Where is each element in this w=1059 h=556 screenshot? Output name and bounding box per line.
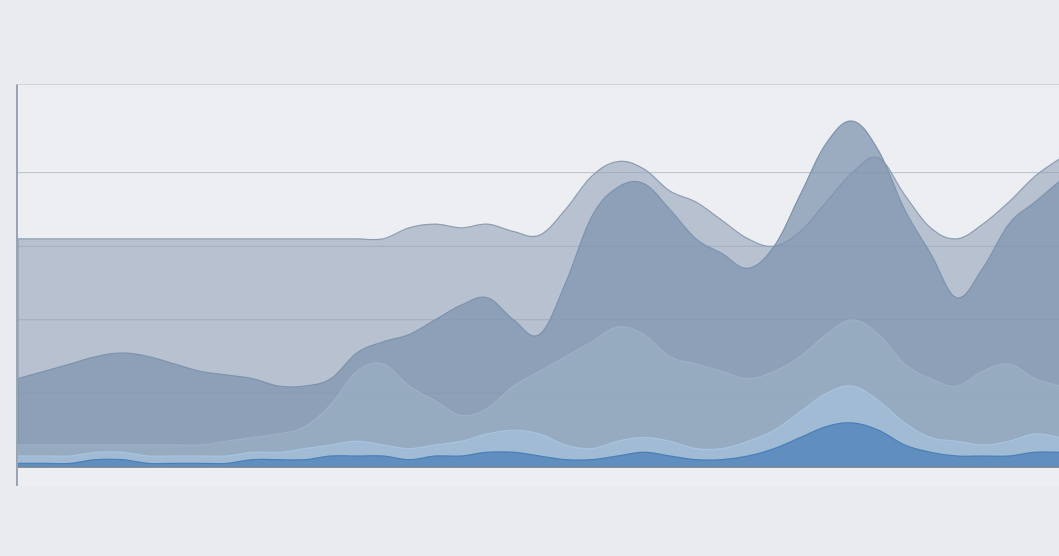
x-axis-labels: [38, 500, 1038, 518]
series-layer: [18, 120, 1059, 468]
area-chart: [18, 120, 1059, 468]
series-area-4: [18, 422, 1059, 468]
chart-panel: [16, 84, 1059, 486]
